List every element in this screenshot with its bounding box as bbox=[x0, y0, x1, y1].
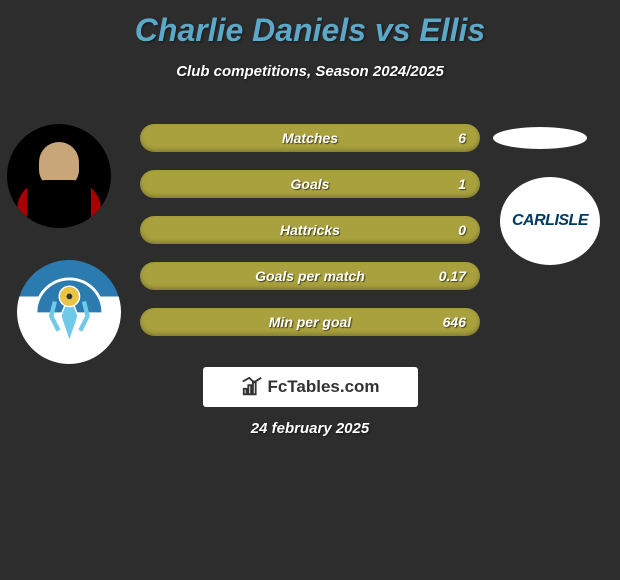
club-badge-right: CARLISLE bbox=[500, 177, 600, 265]
stat-bar-goals-per-match: Goals per match 0.17 bbox=[140, 262, 480, 290]
page-title: Charlie Daniels vs Ellis bbox=[0, 0, 620, 49]
stat-value: 1 bbox=[458, 176, 466, 192]
stat-label: Min per goal bbox=[140, 314, 480, 330]
player-avatar-1 bbox=[7, 124, 111, 228]
stat-bar-matches: Matches 6 bbox=[140, 124, 480, 152]
chart-icon bbox=[241, 376, 263, 398]
stats-bars: Matches 6 Goals 1 Hattricks 0 Goals per … bbox=[140, 124, 480, 354]
stat-label: Matches bbox=[140, 130, 480, 146]
stat-bar-min-per-goal: Min per goal 646 bbox=[140, 308, 480, 336]
page-subtitle: Club competitions, Season 2024/2025 bbox=[0, 49, 620, 80]
stat-value: 6 bbox=[458, 130, 466, 146]
stat-value: 0.17 bbox=[439, 268, 466, 284]
stat-value: 0 bbox=[458, 222, 466, 238]
date-text: 24 february 2025 bbox=[0, 420, 620, 437]
brand-text: FcTables.com bbox=[267, 377, 379, 397]
club-badge-left bbox=[17, 260, 121, 364]
player-avatar-2 bbox=[493, 127, 587, 149]
stat-value: 646 bbox=[443, 314, 466, 330]
stat-bar-goals: Goals 1 bbox=[140, 170, 480, 198]
brand-logo: FcTables.com bbox=[203, 367, 418, 407]
stat-label: Goals per match bbox=[140, 268, 480, 284]
stat-label: Goals bbox=[140, 176, 480, 192]
stat-label: Hattricks bbox=[140, 222, 480, 238]
stat-bar-hattricks: Hattricks 0 bbox=[140, 216, 480, 244]
